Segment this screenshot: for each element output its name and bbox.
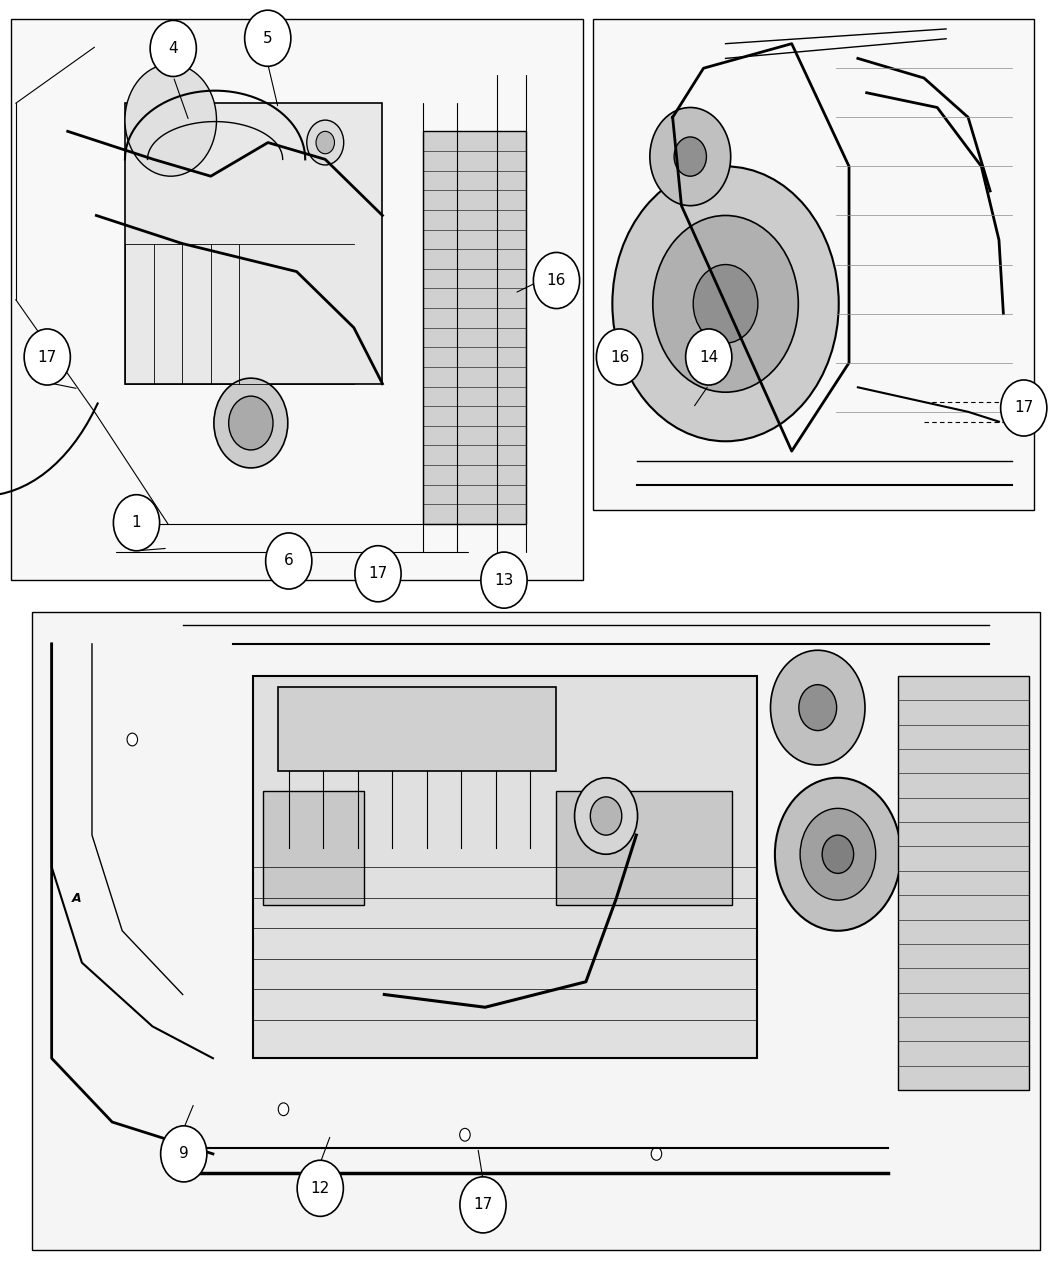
Text: 16: 16 bbox=[610, 349, 629, 365]
Circle shape bbox=[686, 329, 732, 385]
Bar bbox=[264, 790, 364, 905]
Circle shape bbox=[533, 252, 580, 309]
Text: 17: 17 bbox=[38, 349, 57, 365]
Text: 17: 17 bbox=[474, 1197, 492, 1213]
Circle shape bbox=[316, 131, 335, 154]
Text: 17: 17 bbox=[1014, 400, 1033, 416]
Text: 1: 1 bbox=[131, 515, 142, 530]
Bar bbox=[253, 676, 757, 1058]
Circle shape bbox=[229, 397, 273, 450]
Circle shape bbox=[460, 1177, 506, 1233]
Text: 4: 4 bbox=[168, 41, 178, 56]
Circle shape bbox=[214, 379, 288, 468]
Bar bbox=[555, 790, 732, 905]
Circle shape bbox=[481, 552, 527, 608]
FancyBboxPatch shape bbox=[10, 19, 583, 580]
Circle shape bbox=[460, 1128, 470, 1141]
Circle shape bbox=[653, 215, 798, 393]
Text: 9: 9 bbox=[178, 1146, 189, 1162]
Circle shape bbox=[800, 808, 876, 900]
Circle shape bbox=[596, 329, 643, 385]
Circle shape bbox=[612, 167, 839, 441]
Circle shape bbox=[590, 797, 622, 835]
Circle shape bbox=[693, 265, 758, 343]
Ellipse shape bbox=[125, 64, 216, 176]
Circle shape bbox=[161, 1126, 207, 1182]
Circle shape bbox=[650, 107, 731, 205]
Text: 16: 16 bbox=[547, 273, 566, 288]
Bar bbox=[422, 131, 526, 524]
Text: 14: 14 bbox=[699, 349, 718, 365]
Bar bbox=[899, 676, 1029, 1090]
Circle shape bbox=[355, 546, 401, 602]
Circle shape bbox=[799, 685, 837, 731]
Bar bbox=[278, 687, 555, 771]
Text: 17: 17 bbox=[369, 566, 387, 581]
Circle shape bbox=[266, 533, 312, 589]
Circle shape bbox=[307, 120, 343, 164]
Circle shape bbox=[150, 20, 196, 76]
Circle shape bbox=[651, 1148, 662, 1160]
Circle shape bbox=[822, 835, 854, 873]
Circle shape bbox=[278, 1103, 289, 1116]
Circle shape bbox=[775, 778, 901, 931]
Text: 5: 5 bbox=[262, 31, 273, 46]
Circle shape bbox=[113, 495, 160, 551]
Circle shape bbox=[24, 329, 70, 385]
Circle shape bbox=[674, 136, 707, 176]
Circle shape bbox=[297, 1160, 343, 1216]
Circle shape bbox=[1001, 380, 1047, 436]
Circle shape bbox=[771, 650, 865, 765]
Circle shape bbox=[574, 778, 637, 854]
Circle shape bbox=[245, 10, 291, 66]
Text: A: A bbox=[72, 892, 82, 905]
FancyBboxPatch shape bbox=[32, 612, 1040, 1250]
FancyBboxPatch shape bbox=[593, 19, 1034, 510]
Text: 13: 13 bbox=[495, 572, 513, 588]
Text: 6: 6 bbox=[284, 553, 294, 569]
Text: 12: 12 bbox=[311, 1181, 330, 1196]
Bar bbox=[125, 103, 382, 384]
Circle shape bbox=[127, 733, 138, 746]
